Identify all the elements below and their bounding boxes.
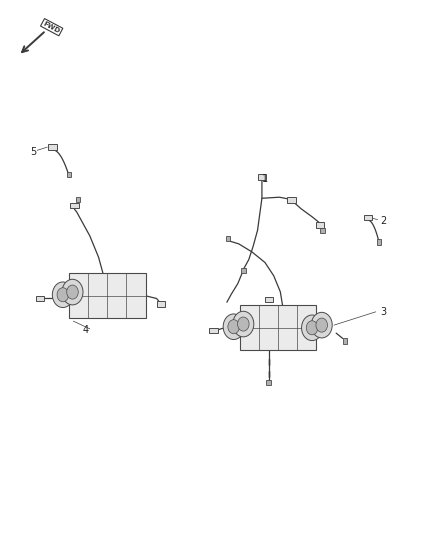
Bar — [70, 203, 79, 208]
Circle shape — [57, 288, 69, 302]
Circle shape — [228, 320, 240, 334]
Bar — [364, 214, 372, 221]
Circle shape — [233, 311, 254, 337]
Bar — [76, 197, 80, 203]
Circle shape — [301, 315, 322, 341]
Text: 4: 4 — [82, 326, 88, 335]
Bar — [67, 172, 71, 177]
Bar — [265, 297, 273, 303]
Bar — [69, 273, 145, 318]
Circle shape — [306, 321, 318, 335]
Bar — [266, 379, 271, 385]
Bar — [48, 144, 57, 150]
Text: 2: 2 — [380, 216, 386, 226]
Circle shape — [62, 279, 83, 305]
Bar — [36, 295, 45, 302]
Bar — [320, 228, 325, 233]
Text: 5: 5 — [30, 147, 36, 157]
Circle shape — [67, 285, 78, 299]
Circle shape — [237, 317, 249, 331]
Bar — [241, 268, 246, 273]
Circle shape — [223, 314, 244, 340]
Bar — [287, 197, 296, 203]
Text: FWD: FWD — [42, 20, 61, 34]
Text: 1: 1 — [262, 174, 268, 183]
Bar — [157, 302, 165, 307]
Bar — [258, 174, 266, 180]
Bar — [226, 236, 230, 241]
Bar — [209, 327, 218, 334]
Circle shape — [52, 282, 73, 308]
Text: 3: 3 — [380, 307, 386, 317]
Circle shape — [311, 312, 332, 338]
Bar — [377, 239, 381, 245]
Circle shape — [316, 318, 328, 332]
Bar — [316, 222, 324, 228]
Bar — [240, 305, 316, 351]
Bar — [343, 338, 347, 344]
